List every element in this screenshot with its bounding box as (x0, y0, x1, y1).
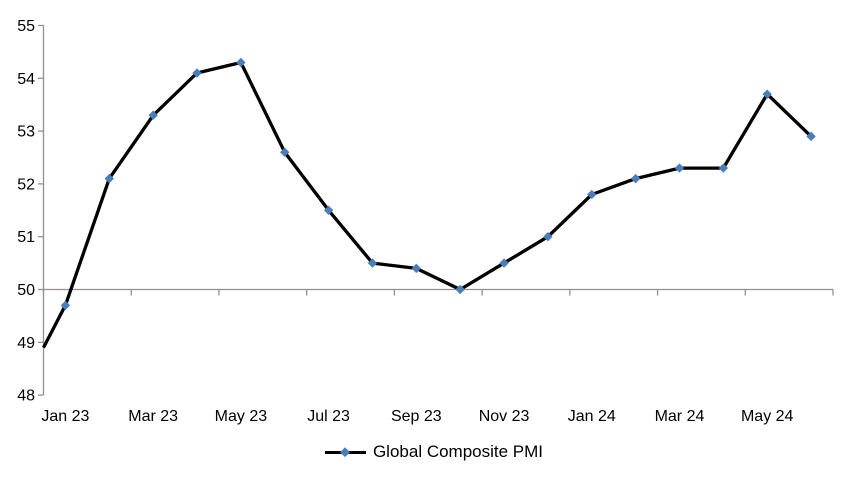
data-point-marker (630, 173, 641, 184)
data-point-marker (543, 232, 553, 242)
y-axis-tick-label: 53 (17, 124, 35, 141)
data-point-marker (104, 173, 114, 184)
legend-line-sample (324, 443, 366, 461)
legend-diamond-marker-icon (340, 447, 351, 457)
x-axis-tick-label: Sep 23 (391, 408, 442, 425)
data-point-marker (674, 163, 685, 173)
series-line (42, 60, 813, 349)
data-point-marker (587, 189, 597, 200)
data-point-marker (192, 68, 202, 78)
x-axis-tick-label: Jan 24 (568, 408, 616, 425)
data-point-marker (718, 163, 729, 173)
y-axis-tick-label: 49 (17, 335, 35, 352)
legend-label: Global Composite PMI (372, 442, 544, 461)
x-axis-tick-label: Mar 23 (128, 408, 178, 425)
x-axis-tick-label: Nov 23 (479, 408, 530, 425)
data-point-marker (148, 110, 158, 120)
y-axis-tick-label: 52 (17, 176, 35, 193)
x-axis-tick-label: May 24 (741, 408, 794, 425)
data-point-marker (806, 131, 816, 142)
y-axis-tick-label: 55 (17, 18, 35, 35)
x-axis-tick-label: Mar 24 (655, 408, 705, 425)
data-point-marker (762, 89, 772, 99)
x-axis-tick-label: Jan 23 (41, 408, 89, 425)
y-axis-tick-label: 51 (17, 229, 35, 246)
data-point-marker (60, 300, 71, 311)
legend: Global Composite PMI (8, 443, 852, 461)
data-point-marker (411, 263, 422, 274)
y-axis-tick-label: 54 (17, 71, 35, 88)
data-point-marker (280, 147, 290, 157)
x-axis-tick-label: Jul 23 (307, 408, 350, 425)
data-point-marker (499, 258, 509, 268)
data-point-marker (367, 258, 378, 268)
y-axis-tick-label: 50 (17, 282, 35, 299)
data-point-marker (236, 57, 246, 68)
y-axis-tick-label: 48 (17, 388, 35, 405)
data-point-marker (323, 205, 334, 215)
x-axis-tick-label: May 23 (215, 408, 268, 425)
data-point-marker (455, 284, 465, 295)
